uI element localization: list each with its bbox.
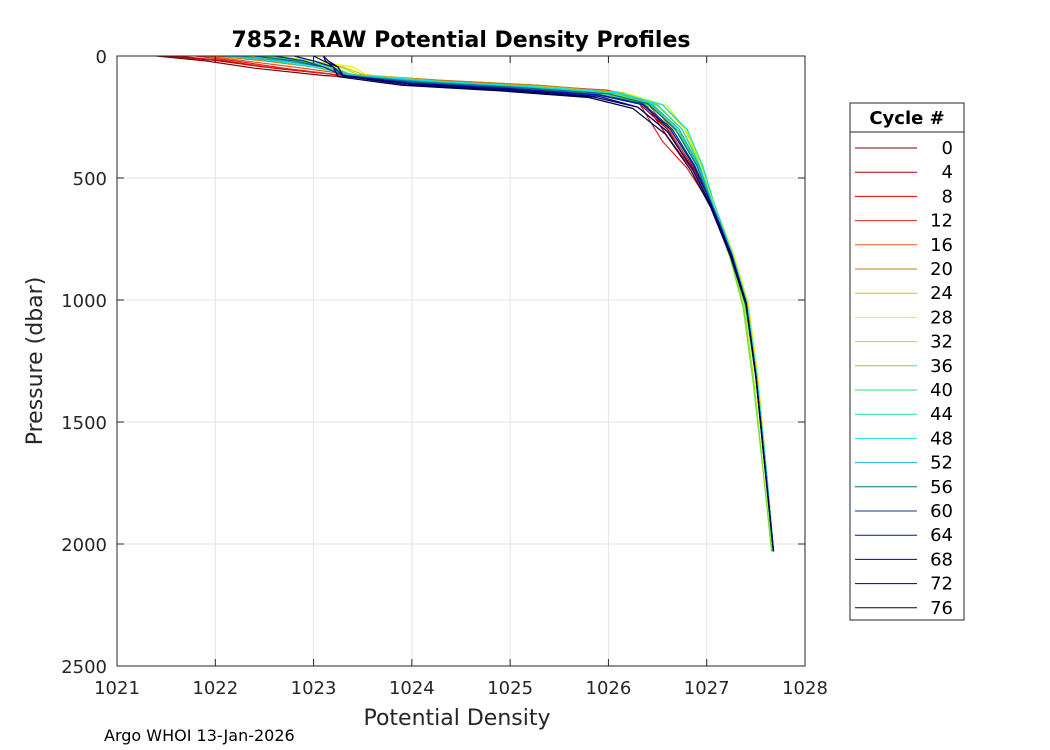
legend-label: 72 bbox=[930, 574, 953, 595]
y-tick-label: 1000 bbox=[61, 291, 107, 312]
x-tick-label: 1024 bbox=[389, 678, 435, 699]
y-tick-label: 0 bbox=[96, 47, 107, 68]
profile-line-cycle-16 bbox=[205, 55, 775, 552]
legend-label: 44 bbox=[930, 404, 953, 425]
x-tick-label: 1026 bbox=[586, 678, 632, 699]
legend-label: 36 bbox=[930, 356, 953, 377]
legend-label: 52 bbox=[930, 453, 953, 474]
legend: Cycle # 04812162024283236404448525660646… bbox=[849, 102, 965, 621]
y-axis: 0 500 1000 1500 2000 2500 bbox=[61, 47, 805, 678]
legend-label: 0 bbox=[942, 138, 953, 159]
profile-line-cycle-28 bbox=[264, 55, 775, 552]
profile-line-cycle-20 bbox=[215, 55, 775, 552]
profile-line-cycle-72 bbox=[322, 55, 775, 552]
legend-label: 24 bbox=[930, 283, 953, 304]
legend-label: 28 bbox=[930, 307, 953, 328]
x-tick-label: 1025 bbox=[487, 678, 533, 699]
x-tick-label: 1022 bbox=[192, 678, 238, 699]
legend-label: 8 bbox=[942, 186, 953, 207]
x-tick-label: 1028 bbox=[782, 678, 828, 699]
profile-line-cycle-24 bbox=[244, 55, 775, 552]
x-tick-label: 1021 bbox=[94, 678, 140, 699]
y-tick-label: 500 bbox=[73, 169, 107, 190]
profile-line-cycle-44 bbox=[234, 55, 775, 552]
legend-title: Cycle # bbox=[869, 108, 944, 129]
profile-line-cycle-68 bbox=[313, 55, 775, 552]
legend-label: 4 bbox=[942, 162, 953, 183]
profile-line-cycle-32 bbox=[274, 55, 773, 552]
legend-label: 40 bbox=[930, 380, 953, 401]
profile-line-cycle-36 bbox=[254, 55, 773, 552]
profile-line-cycle-56 bbox=[254, 55, 775, 552]
legend-label: 16 bbox=[930, 235, 953, 256]
profile-line-cycle-60 bbox=[274, 55, 775, 552]
legend-label: 76 bbox=[930, 598, 953, 619]
y-tick-label: 2500 bbox=[61, 657, 107, 678]
x-axis: 1021 1022 1023 1024 1025 1026 1027 1028 bbox=[94, 56, 828, 699]
legend-label: 68 bbox=[930, 549, 953, 570]
legend-label: 56 bbox=[930, 477, 953, 498]
legend-label: 60 bbox=[930, 501, 953, 522]
grid bbox=[116, 55, 806, 667]
x-axis-label: Potential Density bbox=[363, 706, 550, 731]
legend-label: 64 bbox=[930, 525, 953, 546]
chart-title: 7852: RAW Potential Density Profiles bbox=[232, 28, 691, 53]
plot-series bbox=[156, 55, 775, 552]
plot-area-border bbox=[116, 55, 806, 667]
profile-line-cycle-52 bbox=[234, 55, 775, 552]
y-tick-label: 2000 bbox=[61, 535, 107, 556]
profile-line-cycle-76 bbox=[322, 55, 775, 552]
profile-line-cycle-48 bbox=[225, 55, 775, 552]
legend-label: 20 bbox=[930, 259, 953, 280]
y-axis-label: Pressure (dbar) bbox=[23, 277, 48, 446]
profile-line-cycle-8 bbox=[175, 55, 775, 552]
x-tick-label: 1023 bbox=[291, 678, 337, 699]
legend-label: 32 bbox=[930, 332, 953, 353]
profile-line-cycle-40 bbox=[264, 55, 774, 552]
legend-label: 12 bbox=[930, 211, 953, 232]
profile-line-cycle-64 bbox=[293, 55, 775, 552]
legend-label: 48 bbox=[930, 428, 953, 449]
legend-box bbox=[849, 102, 965, 621]
footer-credit: Argo WHOI 13-Jan-2026 bbox=[104, 726, 295, 745]
profile-line-cycle-0 bbox=[156, 55, 775, 552]
y-tick-label: 1500 bbox=[61, 413, 107, 434]
x-tick-label: 1027 bbox=[684, 678, 730, 699]
